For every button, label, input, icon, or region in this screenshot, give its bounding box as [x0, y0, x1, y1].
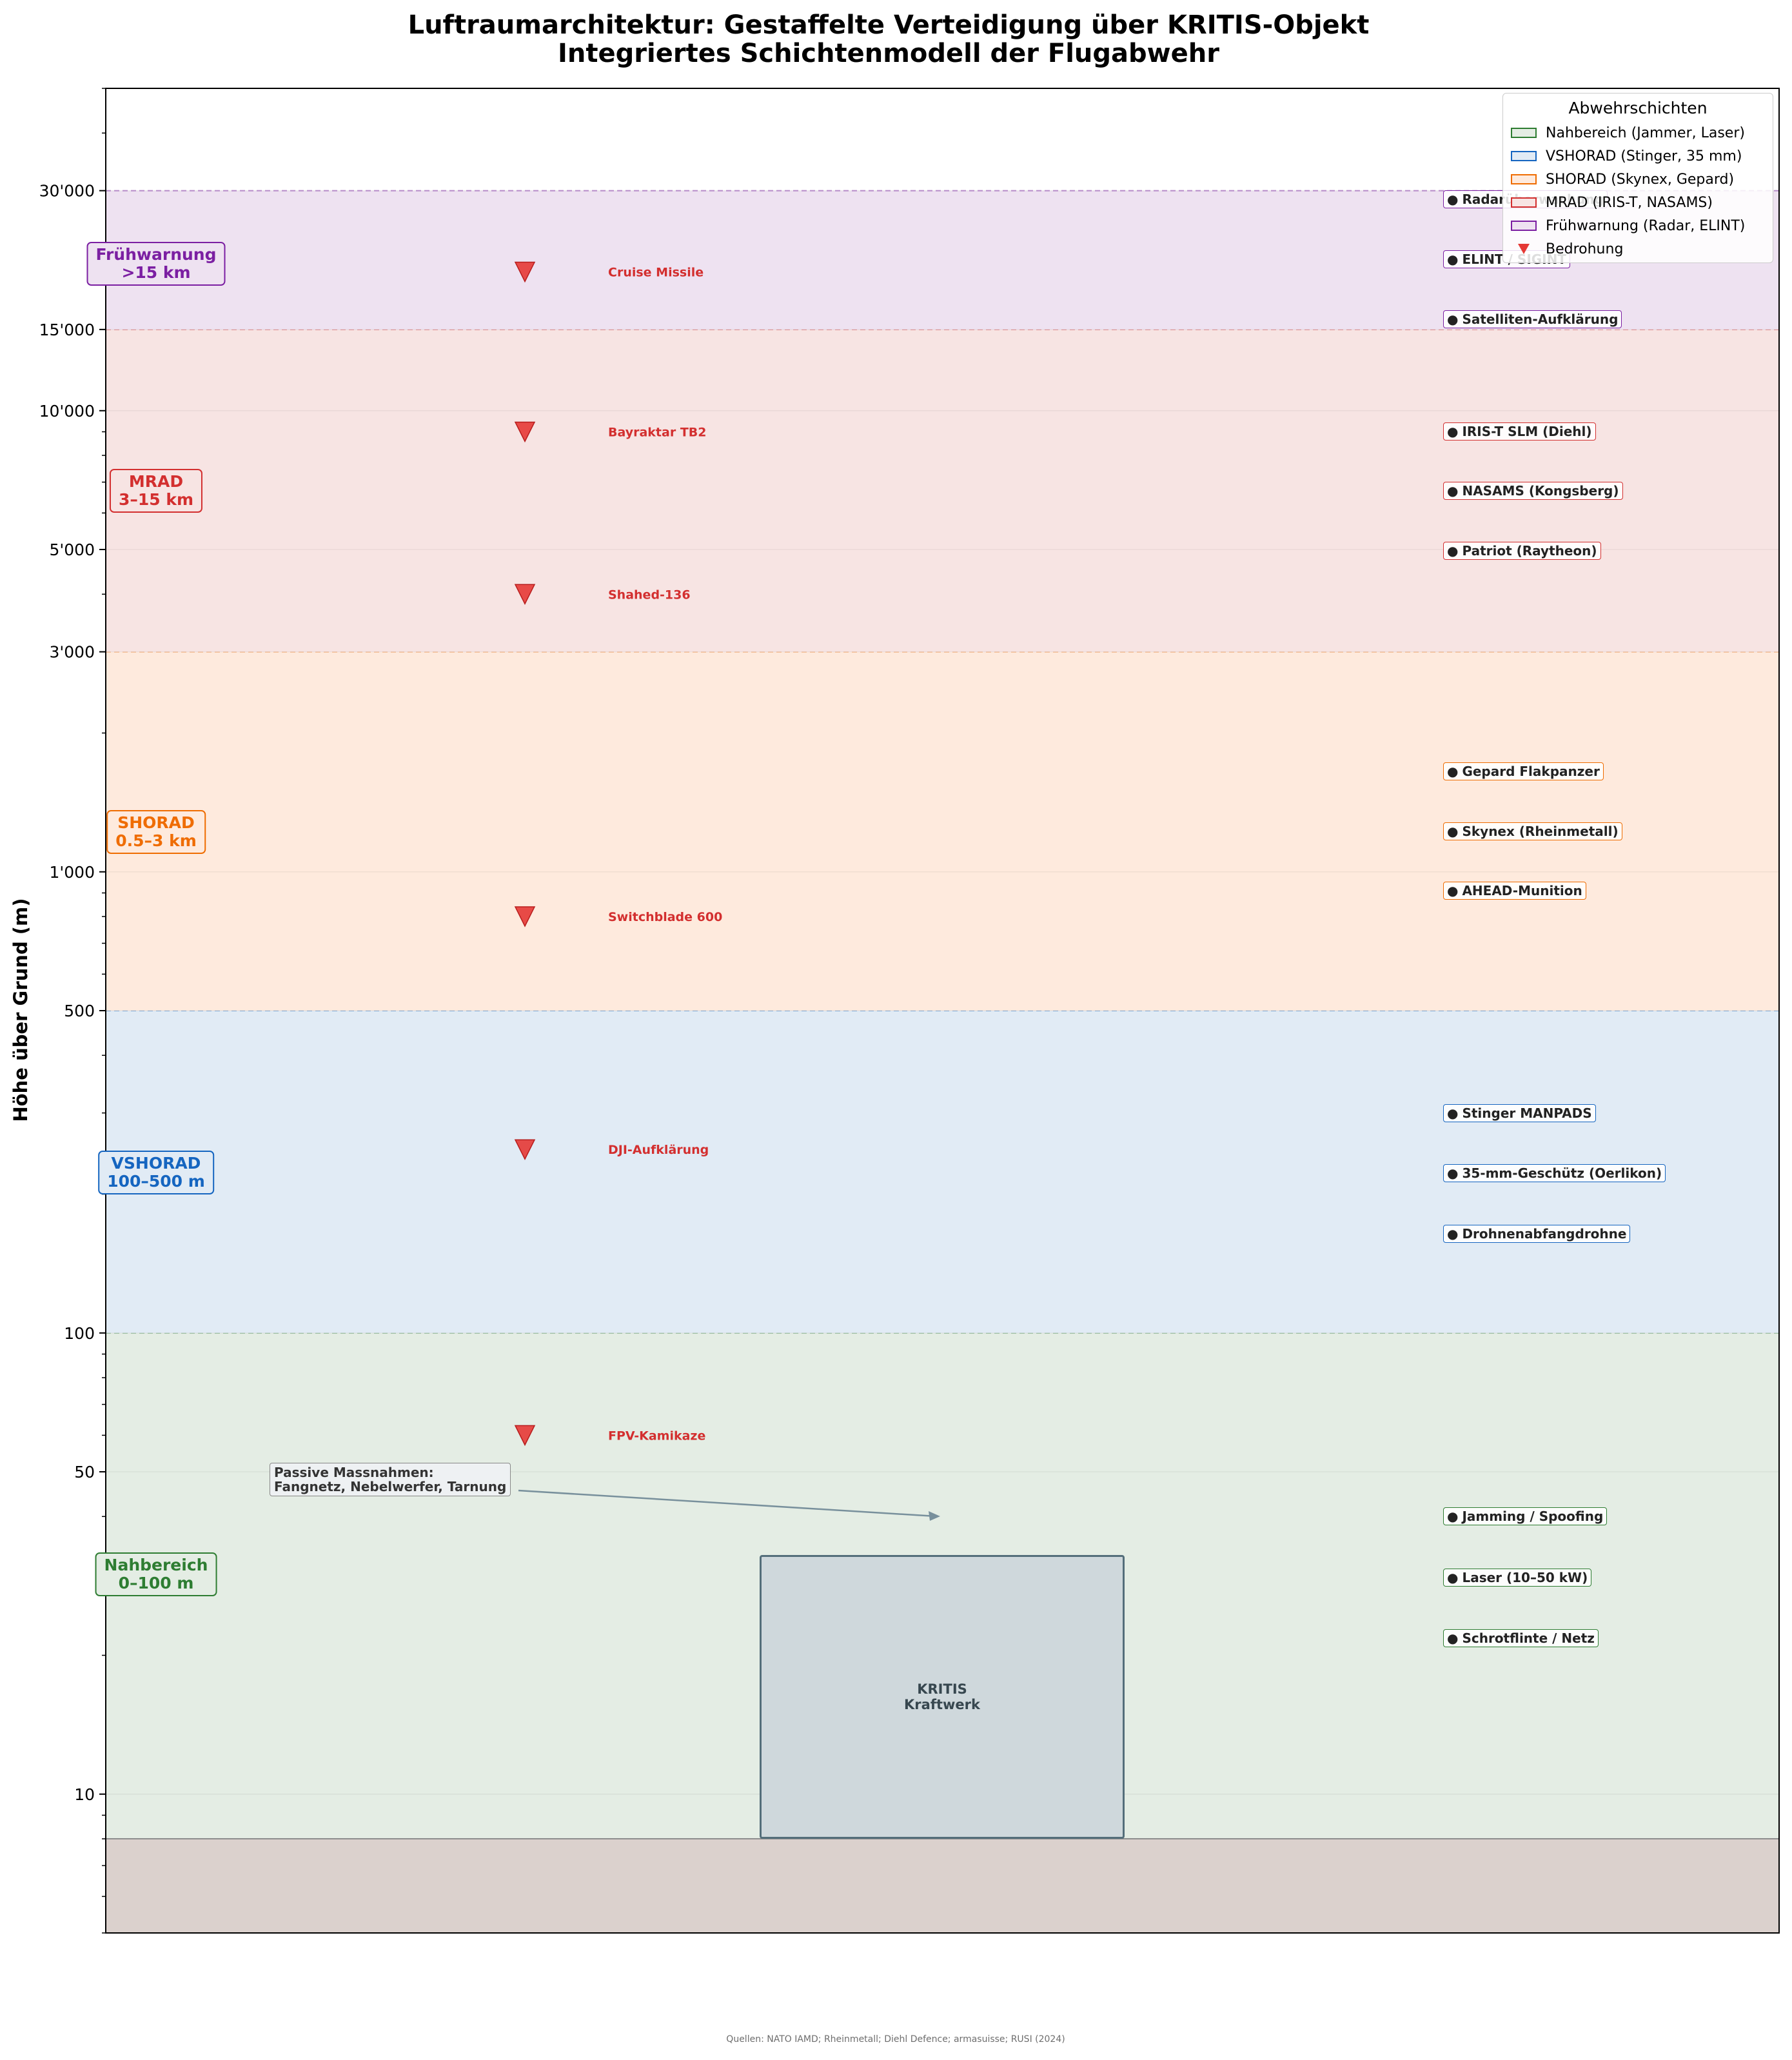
system-label-2-0: Gepard Flakpanzer: [1443, 762, 1604, 781]
passive-measures-note: Passive Massnahmen: Fangnetz, Nebelwerfe…: [270, 1463, 511, 1496]
threat-label-3: Switchblade 600: [608, 910, 722, 924]
threat-marker-0: [514, 261, 536, 283]
legend-items: Nahbereich (Jammer, Laser) VSHORAD (Sting…: [1511, 121, 1765, 261]
legend-label-0: Nahbereich (Jammer, Laser): [1546, 124, 1745, 141]
threat-label-0: Cruise Missile: [608, 266, 704, 280]
threat-label-1: Bayraktar TB2: [608, 425, 706, 439]
y-tick-label-7: 10'000: [39, 402, 95, 421]
legend-item-3: MRAD (IRIS-T, NASAMS): [1511, 191, 1765, 214]
passive-note-line-1: Passive Massnahmen:: [274, 1465, 434, 1480]
y-axis-label: Höhe über Grund (m): [10, 898, 32, 1122]
system-label-4-2: Satelliten-Aufklärung: [1443, 310, 1622, 328]
y-tick-label-0: 10: [74, 1785, 95, 1804]
plot-area: 10 50 100 500 1'000 3'000 5'000 10'000 15'000 30'…: [39, 88, 1780, 1934]
layer-name-0: Nahbereich: [104, 1555, 208, 1574]
y-tick-label-8: 15'000: [39, 321, 95, 339]
system-label-2-1: Skynex (Rheinmetall): [1443, 822, 1622, 840]
y-tick-label-9: 30'000: [39, 182, 95, 201]
threat-label-4: DJI-Aufklärung: [608, 1143, 709, 1157]
layer-label-4: Frühwarnung >15 km: [86, 242, 226, 286]
legend-item-4: Frühwarnung (Radar, ELINT): [1511, 214, 1765, 237]
legend-threat-icon: [1511, 244, 1537, 254]
legend-item-threat: Bedrohung: [1511, 237, 1765, 261]
layer-name-3: MRAD: [128, 472, 184, 491]
y-tick-label-6: 5'000: [50, 540, 95, 559]
legend-label-3: MRAD (IRIS-T, NASAMS): [1546, 194, 1713, 211]
chart-title: Luftraumarchitektur: Gestaffelte Verteid…: [408, 10, 1370, 40]
system-label-2-2: AHEAD-Munition: [1443, 882, 1586, 900]
legend-swatch-1: [1511, 151, 1537, 161]
layer-range-4: >15 km: [121, 263, 191, 282]
threat-marker-5: [514, 1425, 536, 1447]
system-label-1-2: Drohnenabfangdrohne: [1443, 1225, 1631, 1243]
system-label-3-0: IRIS-T SLM (Diehl): [1443, 422, 1596, 441]
layer-label-0: Nahbereich 0–100 m: [95, 1552, 217, 1596]
layer-range-3: 3–15 km: [118, 490, 194, 510]
layer-range-2: 0.5–3 km: [115, 831, 197, 851]
kritis-building: KRITIS Kraftwerk: [760, 1555, 1125, 1839]
kritis-label-2: Kraftwerk: [904, 1697, 980, 1713]
legend-title: Abwehrschichten: [1568, 99, 1708, 117]
legend-swatch-4: [1511, 221, 1537, 231]
y-tick-label-1: 50: [74, 1463, 95, 1481]
system-label-1-0: Stinger MANPADS: [1443, 1104, 1596, 1122]
legend-label-4: Frühwarnung (Radar, ELINT): [1546, 217, 1746, 234]
system-label-1-1: 35-mm-Geschütz (Oerlikon): [1443, 1164, 1666, 1183]
threat-label-2: Shahed-136: [608, 588, 691, 602]
threat-marker-2: [514, 584, 536, 605]
layer-label-1: VSHORAD 100–500 m: [98, 1150, 214, 1194]
passive-arrow-head: [929, 1511, 940, 1521]
legend-item-0: Nahbereich (Jammer, Laser): [1511, 121, 1765, 144]
layer-range-0: 0–100 m: [118, 1573, 194, 1592]
threat-marker-4: [514, 1139, 536, 1160]
system-label-0-2: Schrotflinte / Netz: [1443, 1629, 1599, 1647]
legend-label-2: SHORAD (Skynex, Gepard): [1546, 171, 1735, 188]
source-note: Quellen: NATO IAMD; Rheinmetall; Diehl D…: [726, 2034, 1065, 2045]
legend-label-1: VSHORAD (Stinger, 35 mm): [1546, 148, 1742, 164]
legend: Abwehrschichten Nahbereich (Jammer, Lase…: [1502, 93, 1773, 263]
ground: [106, 1839, 1779, 1933]
system-label-3-1: NASAMS (Kongsberg): [1443, 482, 1623, 500]
layer-range-1: 100–500 m: [107, 1171, 205, 1191]
y-tick-label-5: 3'000: [50, 643, 95, 662]
layer-label-3: MRAD 3–15 km: [109, 469, 203, 513]
layer-name-4: Frühwarnung: [95, 245, 217, 264]
threat-marker-1: [514, 421, 536, 443]
legend-item-2: SHORAD (Skynex, Gepard): [1511, 168, 1765, 191]
passive-arrow: [518, 1489, 937, 1518]
system-label-0-0: Jamming / Spoofing: [1443, 1507, 1608, 1526]
kritis-label-1: KRITIS: [917, 1681, 967, 1698]
layer-label-2: SHORAD 0.5–3 km: [106, 810, 206, 855]
legend-item-1: VSHORAD (Stinger, 35 mm): [1511, 144, 1765, 168]
system-label-3-2: Patriot (Raytheon): [1443, 541, 1601, 560]
chart-subtitle: Integriertes Schichtenmodell der Flugabw…: [558, 39, 1219, 68]
layer-name-1: VSHORAD: [111, 1153, 201, 1173]
legend-threat-label: Bedrohung: [1546, 241, 1624, 257]
y-tick-label-2: 100: [64, 1324, 95, 1343]
legend-swatch-0: [1511, 128, 1537, 138]
threat-label-5: FPV-Kamikaze: [608, 1429, 705, 1443]
y-tick-label-3: 500: [64, 1002, 95, 1020]
layer-name-2: SHORAD: [117, 813, 195, 833]
legend-swatch-3: [1511, 197, 1537, 208]
threat-marker-3: [514, 906, 536, 927]
passive-note-line-2: Fangnetz, Nebelwerfer, Tarnung: [274, 1479, 507, 1494]
system-label-0-1: Laser (10–50 kW): [1443, 1568, 1592, 1587]
y-tick-label-4: 1'000: [50, 863, 95, 882]
legend-swatch-2: [1511, 174, 1537, 184]
